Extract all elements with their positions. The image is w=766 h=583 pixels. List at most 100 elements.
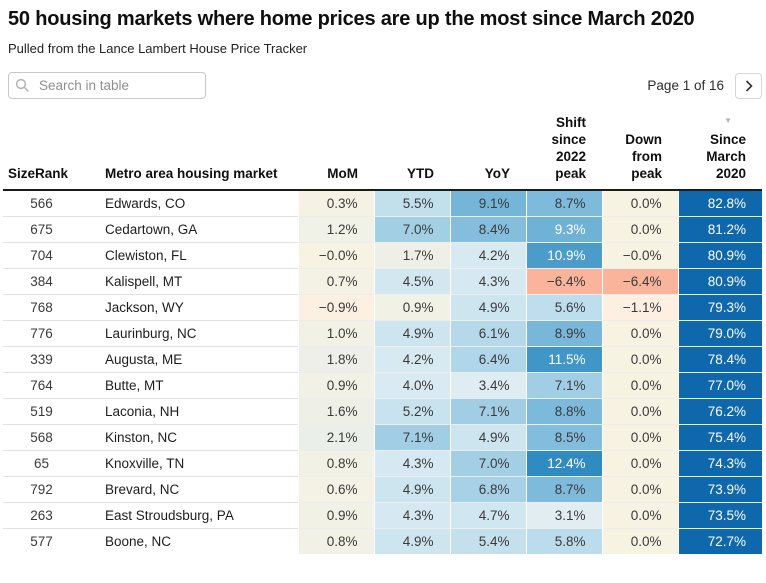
cell-ytd: 0.9% (373, 293, 450, 320)
cell-shift: 12.4% (525, 449, 602, 476)
cell-shift: 8.8% (525, 397, 602, 424)
cell-mom: 1.2% (297, 215, 374, 242)
cell-down: 0.0% (601, 345, 678, 372)
table-header-row: SizeRank Metro area housing market MoM YTD Y… (3, 114, 762, 191)
cell-mom: 0.3% (297, 190, 374, 216)
page-title: 50 housing markets where home prices are… (8, 8, 695, 30)
table-row: 339 Augusta, ME 1.8% 4.2% 6.4% 11.5% 0.0% 78.4% (3, 345, 762, 372)
cell-yoy: 4.3% (449, 267, 526, 294)
col-header-rank[interactable]: SizeRank (3, 114, 80, 191)
cell-since: 75.4% (677, 423, 762, 450)
cell-shift: 8.5% (525, 423, 602, 450)
cell-sizerank: 776 (3, 319, 80, 346)
col-header-label: Metro area housing market (105, 166, 278, 181)
cell-metro: East Stroudsburg, PA (80, 501, 298, 528)
cell-ytd: 1.7% (373, 241, 450, 268)
col-header-metro[interactable]: Metro area housing market (80, 114, 298, 191)
table-row: 263 East Stroudsburg, PA 0.9% 4.3% 4.7% 3.1% 0… (3, 501, 762, 528)
table-row: 764 Butte, MT 0.9% 4.0% 3.4% 7.1% 0.0% 77.0% (3, 371, 762, 398)
cell-mom: −0.0% (297, 241, 374, 268)
table-row: 704 Clewiston, FL −0.0% 1.7% 4.2% 10.9% −0.0% 8… (3, 241, 762, 268)
col-header-since[interactable]: ▼ Since March 2020 (678, 114, 762, 191)
cell-mom: −0.9% (297, 293, 374, 320)
cell-metro: Brevard, NC (80, 475, 298, 502)
cell-sizerank: 566 (30, 195, 53, 211)
table-row: 577 Boone, NC 0.8% 4.9% 5.4% 5.8% 0.0% 72.7% (3, 527, 762, 554)
col-header-shift[interactable]: Shift since 2022 peak (526, 114, 602, 191)
col-header-label: Shift since 2022 peak (551, 115, 586, 181)
cell-shift: 5.8% (525, 527, 602, 554)
cell-sizerank: 384 (3, 267, 80, 294)
cell-shift: −6.4% (525, 267, 602, 294)
cell-mom: 2.1% (297, 423, 374, 450)
cell-yoy: 9.1% (449, 190, 526, 216)
table-row: 792 Brevard, NC 0.6% 4.9% 6.8% 8.7% 0.0% 73.9% (3, 475, 762, 502)
col-header-mom[interactable]: MoM (298, 114, 374, 191)
cell-since: 79.3% (677, 293, 762, 320)
cell-since: 72.7% (677, 527, 762, 554)
cell-ytd: 4.5% (373, 267, 450, 294)
table-row: 768 Jackson, WY −0.9% 0.9% 4.9% 5.6% −1.1% 79.3… (3, 293, 762, 320)
table-row: 566 Edwards, CO 0.3% 5.5% 9.1% 8.7% 0.0% 82.8% (3, 190, 762, 216)
col-header-label: SizeRank (8, 166, 69, 181)
cell-yoy: 8.4% (449, 215, 526, 242)
cell-ytd: 7.1% (373, 423, 450, 450)
pagination-label: Page 1 of 16 (647, 78, 724, 93)
cell-down: 0.0% (601, 319, 678, 346)
table-body: 566 Edwards, CO 0.3% 5.5% 9.1% 8.7% 0.0% 82.8% 6… (3, 190, 762, 554)
cell-since: 74.3% (677, 449, 762, 476)
chevron-right-icon (745, 79, 753, 92)
cell-ytd: 4.3% (373, 501, 450, 528)
cell-down: 0.0% (601, 371, 678, 398)
cell-sizerank: 65 (3, 449, 80, 476)
cell-metro: Augusta, ME (80, 345, 298, 372)
cell-metro: Laconia, NH (80, 397, 298, 424)
cell-yoy: 4.7% (449, 501, 526, 528)
cell-metro: Boone, NC (80, 527, 298, 554)
cell-mom: 0.9% (297, 501, 374, 528)
cell-mom: 1.8% (297, 345, 374, 372)
cell-shift: 9.3% (525, 215, 602, 242)
cell-metro: Kalispell, MT (80, 267, 298, 294)
col-header-down[interactable]: Down from peak (602, 114, 678, 191)
cell-down: 0.0% (601, 475, 678, 502)
col-header-label: MoM (327, 166, 358, 181)
search-input[interactable] (37, 77, 199, 94)
cell-yoy: 3.4% (449, 371, 526, 398)
cell-ytd: 5.2% (373, 397, 450, 424)
cell-down: 0.0% (601, 423, 678, 450)
cell-since: 79.0% (677, 319, 762, 346)
cell-metro: Kinston, NC (80, 423, 298, 450)
cell-ytd: 7.0% (373, 215, 450, 242)
table-row: 776 Laurinburg, NC 1.0% 4.9% 6.1% 8.9% 0.0% 79.… (3, 319, 762, 346)
cell-down: 0.0% (601, 449, 678, 476)
cell-yoy: 4.2% (449, 241, 526, 268)
col-header-yoy[interactable]: YoY (450, 114, 526, 191)
cell-metro: Butte, MT (80, 371, 298, 398)
cell-down: −0.0% (601, 241, 678, 268)
cell-since: 73.9% (677, 475, 762, 502)
cell-yoy: 4.9% (449, 293, 526, 320)
cell-mom: 0.8% (297, 527, 374, 554)
cell-mom: 0.6% (297, 475, 374, 502)
cell-since: 78.4% (677, 345, 762, 372)
toolbar: Page 1 of 16 (8, 72, 762, 99)
col-header-ytd[interactable]: YTD (374, 114, 450, 191)
cell-down: 0.0% (601, 190, 678, 216)
cell-metro: Jackson, WY (80, 293, 298, 320)
housing-markets-table: SizeRank Metro area housing market MoM YTD Y… (3, 114, 762, 554)
cell-down: 0.0% (601, 215, 678, 242)
cell-since: 80.9% (677, 267, 762, 294)
cell-shift: 8.7% (525, 475, 602, 502)
cell-since: 81.2% (677, 215, 762, 242)
cell-shift: 5.6% (525, 293, 602, 320)
cell-mom: 0.8% (297, 449, 374, 476)
sort-desc-icon: ▼ (724, 116, 732, 125)
cell-metro: Edwards, CO (105, 195, 186, 211)
cell-sizerank: 675 (3, 215, 80, 242)
cell-sizerank: 568 (3, 423, 80, 450)
cell-shift: 10.9% (525, 241, 602, 268)
search-icon (15, 78, 29, 92)
next-page-button[interactable] (735, 72, 762, 99)
